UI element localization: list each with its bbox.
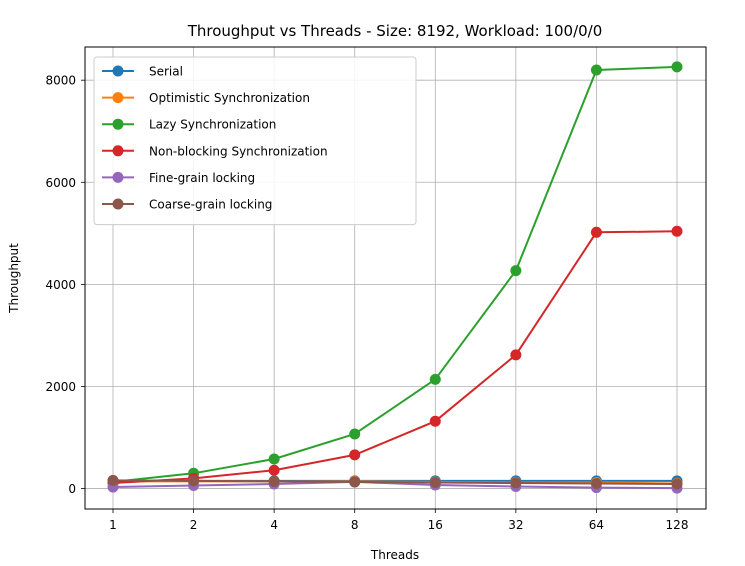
y-tick-label: 2000 — [45, 380, 76, 394]
legend-entry: Serial — [102, 65, 183, 79]
legend-label: Lazy Synchronization — [149, 118, 276, 132]
data-point — [268, 475, 280, 487]
series-coarse-grain-locking — [107, 474, 683, 490]
data-point — [671, 61, 683, 73]
chart-title: Throughput vs Threads - Size: 8192, Work… — [187, 22, 603, 40]
legend-entry: Non-blocking Synchronization — [102, 144, 328, 158]
data-point — [268, 453, 280, 465]
legend-entry: Lazy Synchronization — [102, 118, 276, 132]
data-point — [188, 475, 200, 487]
y-tick-label: 6000 — [45, 176, 76, 190]
data-point — [590, 477, 602, 489]
data-point — [510, 477, 522, 489]
legend-entry: Coarse-grain locking — [102, 198, 272, 212]
data-point — [671, 478, 683, 490]
series-line — [112, 230, 678, 484]
legend-label: Non-blocking Synchronization — [149, 144, 328, 158]
data-point — [590, 64, 602, 76]
data-point — [268, 464, 280, 476]
y-tick-label: 8000 — [45, 74, 76, 88]
x-tick-label: 2 — [190, 518, 198, 532]
legend-swatch-marker — [112, 92, 124, 104]
legend-swatch-marker — [112, 65, 124, 77]
plot-frame — [84, 46, 707, 510]
axes: 1 2 4 8 16 32 64 128 0 2000 4000 6000 8000 — [45, 74, 688, 532]
x-axis-label: Threads — [370, 548, 419, 562]
x-tick-label: 32 — [508, 518, 523, 532]
data-point — [429, 415, 441, 427]
legend-label: Serial — [149, 65, 183, 79]
data-point — [510, 349, 522, 361]
legend-swatch-marker — [112, 198, 124, 210]
legend-swatch-marker — [112, 171, 124, 183]
x-tick-label: 8 — [351, 518, 359, 532]
legend-label: Fine-grain locking — [149, 171, 255, 185]
y-tick-label: 4000 — [45, 278, 76, 292]
data-point — [349, 476, 361, 488]
data-point — [349, 428, 361, 440]
x-tick-label: 128 — [666, 518, 689, 532]
x-tick-label: 16 — [428, 518, 443, 532]
legend-box — [93, 56, 417, 226]
data-point — [349, 449, 361, 461]
data-point — [671, 225, 683, 237]
x-tick-label: 64 — [589, 518, 604, 532]
y-tick-label: 0 — [68, 482, 76, 496]
legend: Serial Optimistic Synchronization Lazy Syn… — [93, 56, 417, 226]
series-non-blocking-synchronization — [107, 225, 683, 489]
legend-label: Optimistic Synchronization — [149, 91, 310, 105]
legend-entry: Optimistic Synchronization — [102, 91, 310, 105]
data-point — [590, 226, 602, 238]
series-line — [112, 480, 678, 490]
legend-swatch-marker — [112, 145, 124, 157]
series-line — [112, 479, 678, 485]
data-point — [107, 474, 119, 486]
data-point — [429, 373, 441, 385]
legend-label: Coarse-grain locking — [149, 198, 272, 212]
y-axis-label: Throughput — [7, 243, 21, 314]
x-tick-label: 4 — [270, 518, 278, 532]
series-layer — [107, 61, 683, 494]
legend-swatch-marker — [112, 118, 124, 130]
x-tick-label: 1 — [109, 518, 117, 532]
legend-entry: Fine-grain locking — [102, 171, 255, 185]
data-point — [429, 476, 441, 488]
data-point — [510, 265, 522, 277]
series-line — [112, 65, 678, 483]
